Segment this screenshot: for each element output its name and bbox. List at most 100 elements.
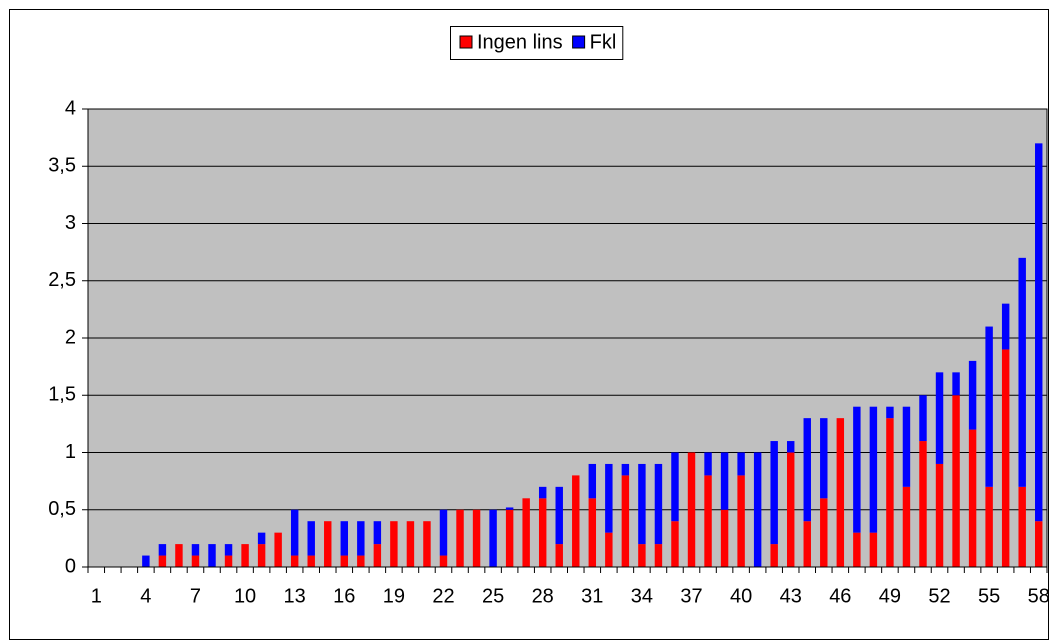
x-tick-label: 22 — [432, 585, 454, 607]
bar-segment — [919, 395, 927, 442]
bar-segment — [340, 521, 349, 556]
bar-segment — [158, 544, 167, 556]
bar-segment — [406, 521, 415, 567]
bar-segment — [307, 555, 315, 567]
bar-segment — [621, 475, 630, 567]
bar-segment — [175, 544, 183, 567]
bar-segment — [704, 475, 712, 567]
bar-segment — [985, 486, 993, 567]
bar-segment — [853, 532, 861, 567]
bar-segment — [357, 521, 365, 556]
bar-segment — [985, 326, 993, 487]
bar-segment — [737, 452, 745, 476]
bar-segment — [902, 406, 911, 487]
x-tick-label: 52 — [928, 585, 950, 607]
x-tick-label: 19 — [383, 585, 405, 607]
bar-segment — [638, 544, 646, 567]
x-tick-label: 40 — [730, 585, 752, 607]
bar-segment — [935, 463, 944, 567]
bar-segment — [720, 452, 729, 510]
legend: Ingen lins Fkl — [450, 26, 624, 60]
x-tick-label: 16 — [333, 585, 355, 607]
y-tick-label: 1,5 — [48, 384, 76, 406]
bar-segment — [142, 555, 150, 567]
bar-segment — [952, 395, 960, 567]
y-tick-label: 0 — [65, 555, 76, 577]
bar-segment — [241, 544, 249, 567]
y-tick-label: 3,5 — [48, 155, 76, 177]
bar-segment — [869, 406, 878, 533]
bar-segment — [522, 498, 530, 567]
bar-segment — [737, 475, 745, 567]
bar-segment — [803, 521, 811, 567]
bar-segment — [605, 532, 613, 567]
bar-segment — [555, 544, 563, 567]
bar-segment — [373, 521, 382, 545]
bar-segment — [1018, 486, 1026, 567]
bar-segment — [538, 498, 547, 567]
bar-segment — [373, 544, 382, 567]
bar-segment — [423, 521, 431, 567]
bar-segment — [191, 555, 200, 567]
bar-segment — [290, 509, 299, 556]
legend-swatch — [572, 35, 586, 49]
bar-segment — [538, 486, 547, 499]
bar-segment — [257, 532, 266, 545]
bar-segment — [605, 463, 613, 533]
legend-label: Ingen lins — [477, 31, 563, 53]
bar-segment — [803, 418, 811, 522]
x-tick-label: 10 — [234, 585, 256, 607]
bar-segment — [902, 486, 911, 567]
x-tick-label: 4 — [140, 585, 151, 607]
x-tick-label: 37 — [680, 585, 702, 607]
x-tick-label: 55 — [978, 585, 1000, 607]
bar-segment — [224, 544, 233, 556]
x-tick-label: 58 — [1028, 585, 1050, 607]
bar-segment — [324, 521, 332, 567]
legend-box — [450, 26, 624, 60]
x-tick-label: 31 — [581, 585, 603, 607]
bar-segment — [357, 555, 365, 567]
bar-segment — [770, 441, 778, 545]
bar-segment — [274, 532, 282, 567]
bar-segment — [505, 509, 514, 567]
x-tick-label: 49 — [879, 585, 901, 607]
bar-segment — [555, 486, 563, 545]
bar-segment — [952, 372, 960, 396]
bar-segment — [638, 463, 646, 545]
bar-segment — [588, 498, 597, 567]
bar-segment — [654, 463, 663, 545]
bar-segment — [671, 521, 679, 567]
bar-segment — [505, 507, 514, 510]
x-tick-label: 43 — [780, 585, 802, 607]
bar-segment — [1001, 303, 1010, 350]
bar-segment — [1018, 257, 1026, 487]
bar-segment — [786, 452, 795, 567]
bar-segment — [621, 463, 630, 476]
bar-segment — [257, 544, 266, 567]
bar-segment — [472, 509, 481, 567]
bar-segment — [307, 521, 315, 556]
bar-segment — [654, 544, 663, 567]
bar-segment — [1035, 143, 1043, 522]
bar-segment — [919, 441, 927, 567]
bar-segment — [1001, 349, 1010, 567]
y-tick-label: 2 — [65, 326, 76, 348]
bar-segment — [191, 544, 200, 556]
bar-segment — [720, 509, 729, 567]
x-tick-label: 13 — [284, 585, 306, 607]
bar-segment — [572, 475, 580, 567]
bar-segment — [886, 418, 894, 567]
bar-segment — [753, 452, 762, 567]
bar-segment — [968, 360, 977, 430]
bar-segment — [853, 406, 861, 533]
bar-segment — [786, 441, 795, 453]
bar-segment — [687, 452, 696, 567]
bar-segment — [836, 418, 845, 567]
x-tick-label: 25 — [482, 585, 504, 607]
bar-segment — [770, 544, 778, 567]
bar-segment — [290, 555, 299, 567]
x-tick-label: 46 — [829, 585, 851, 607]
bar-segment — [869, 532, 878, 567]
legend-swatch — [459, 35, 473, 49]
